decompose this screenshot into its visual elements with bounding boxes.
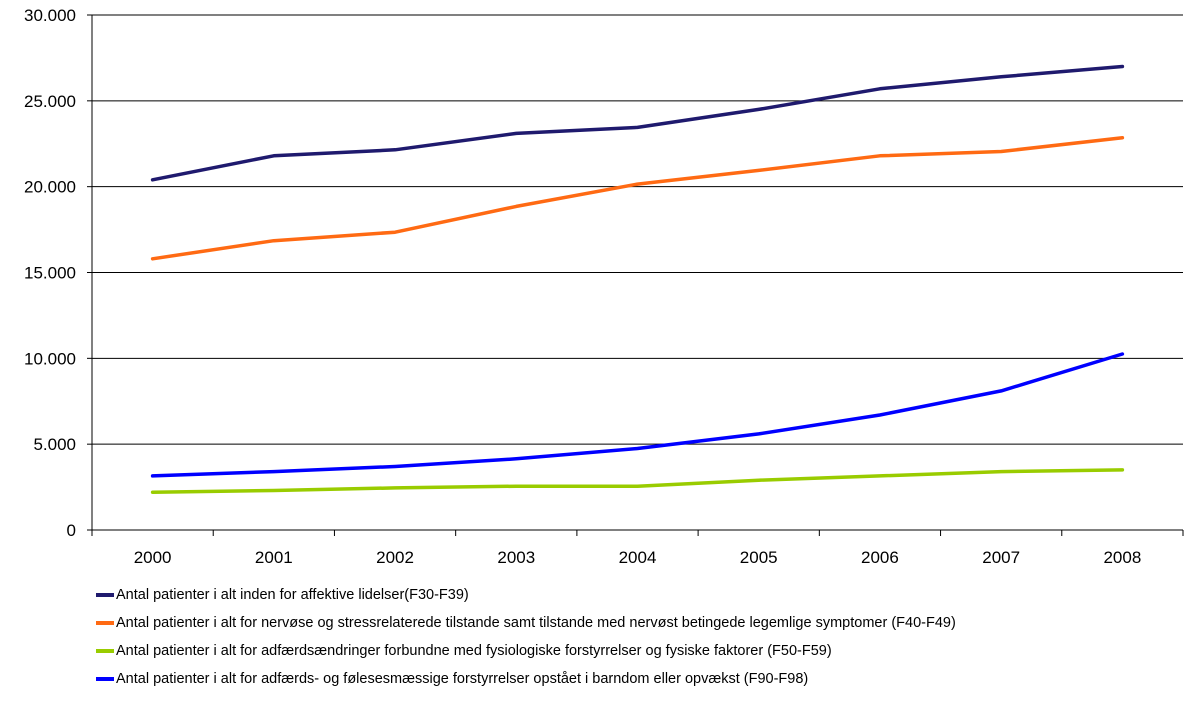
series-line-3	[150, 468, 1125, 494]
legend-label: Antal patienter i alt for nervøse og str…	[116, 615, 956, 631]
legend-swatch	[96, 677, 114, 681]
legend-label: Antal patienter i alt for adfærds- og fø…	[116, 671, 809, 687]
legend-entry-4: Antal patienter i alt for adfærds- og fø…	[96, 665, 956, 693]
x-axis-ticks: 2000 2001 2002 2003 2004 2005 2006 2007 2008	[91, 530, 1184, 567]
y-tick-label: 25.000	[24, 92, 76, 111]
x-tick-label: 2001	[255, 548, 293, 567]
series-line-2	[150, 135, 1125, 261]
legend: Antal patienter i alt inden for affektiv…	[96, 581, 956, 693]
x-tick-label: 2006	[861, 548, 899, 567]
series-lines	[150, 64, 1125, 494]
series-line-1	[150, 64, 1125, 182]
x-tick-label: 2000	[134, 548, 172, 567]
x-tick-label: 2008	[1103, 548, 1141, 567]
y-tick-label: 10.000	[24, 349, 76, 368]
y-tick-label: 0	[67, 521, 76, 540]
y-tick-label: 30.000	[24, 6, 76, 25]
legend-entry-1: Antal patienter i alt inden for affektiv…	[96, 581, 956, 609]
y-tick-label: 20.000	[24, 178, 76, 197]
legend-entry-3: Antal patienter i alt for adfærdsændring…	[96, 637, 956, 665]
x-tick-label: 2005	[740, 548, 778, 567]
x-tick-label: 2003	[497, 548, 535, 567]
legend-entry-2: Antal patienter i alt for nervøse og str…	[96, 609, 956, 637]
y-axis-ticks: 0 5.000 10.000 15.000 20.000 25.000 30.000	[24, 6, 92, 540]
series-line-4	[150, 352, 1125, 478]
gridlines	[92, 14, 1183, 445]
x-tick-label: 2007	[982, 548, 1020, 567]
legend-swatch	[96, 621, 114, 625]
legend-swatch	[96, 649, 114, 653]
legend-label: Antal patienter i alt for adfærdsændring…	[116, 643, 832, 659]
y-tick-label: 5.000	[33, 435, 76, 454]
y-tick-label: 15.000	[24, 264, 76, 283]
legend-swatch	[96, 593, 114, 597]
x-tick-label: 2004	[619, 548, 657, 567]
line-chart: 0 5.000 10.000 15.000 20.000 25.000 30.000 200…	[24, 6, 1184, 567]
x-tick-label: 2002	[376, 548, 414, 567]
legend-label: Antal patienter i alt inden for affektiv…	[116, 587, 469, 603]
